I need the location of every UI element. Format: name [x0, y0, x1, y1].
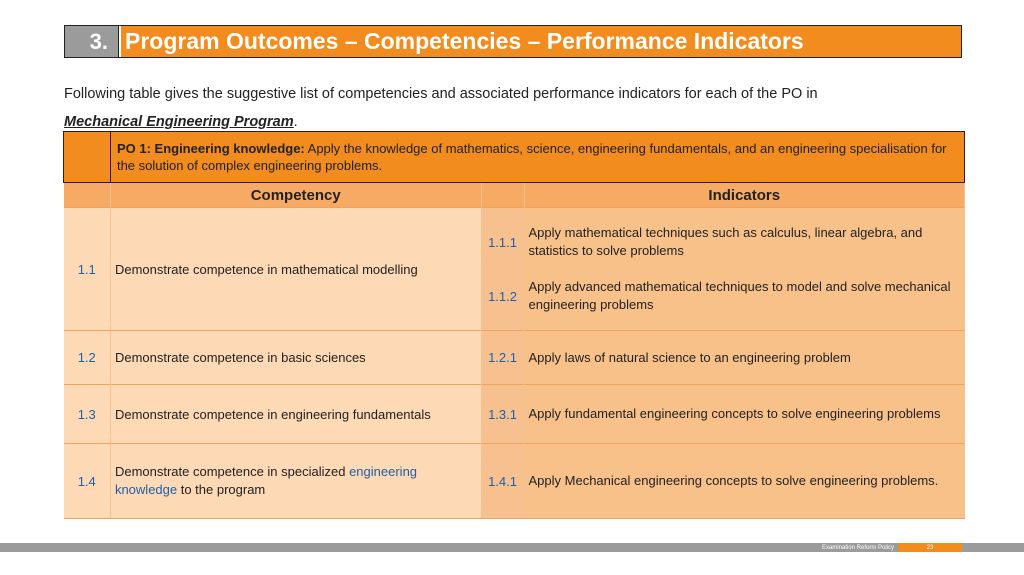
- section-title-bar: 3. Program Outcomes – Competencies – Per…: [64, 25, 962, 58]
- competency-text: Demonstrate competence in engineering fu…: [110, 384, 482, 444]
- po-table: PO 1: Engineering knowledge: Apply the k…: [63, 131, 966, 519]
- po-description: PO 1: Engineering knowledge: Apply the k…: [109, 131, 966, 183]
- footer-bar: [0, 543, 1024, 552]
- section-number: 3.: [65, 26, 119, 57]
- section-title: Program Outcomes – Competencies – Perfor…: [121, 26, 961, 57]
- competency-text: Demonstrate competence in mathematical m…: [110, 207, 482, 331]
- competency-header: Competency: [110, 182, 482, 208]
- table-row: 1.2 Demonstrate competence in basic scie…: [63, 330, 966, 385]
- indicator-code: 1.3.1: [481, 384, 525, 444]
- competency-text-a: Demonstrate competence in specialized: [114, 464, 350, 479]
- indicator-text: Apply fundamental engineering concepts t…: [524, 384, 966, 444]
- indicator-code: 1.4.1: [481, 443, 525, 519]
- competency-text-c: to the program: [177, 482, 266, 497]
- indicator-text: Apply laws of natural science to an engi…: [524, 330, 966, 385]
- indicators-header: Indicators: [524, 182, 966, 208]
- indicator-text-cell: Apply mathematical techniques such as ca…: [524, 207, 966, 331]
- column-header-row: Competency Indicators: [63, 182, 966, 208]
- po-label: PO 1: Engineering knowledge:: [116, 141, 305, 156]
- indicator-code: 1.1.1: [488, 234, 517, 250]
- indicator-text: Apply Mechanical engineering concepts to…: [524, 443, 966, 519]
- code-header-spacer: [481, 182, 525, 208]
- competency-number: 1.3: [63, 384, 111, 444]
- competency-number: 1.2: [63, 330, 111, 385]
- po-text: Apply the knowledge of mathematics, scie…: [116, 141, 947, 173]
- indicator-code-cell: 1.1.1 1.1.2: [481, 207, 525, 331]
- table-row: 1.3 Demonstrate competence in engineerin…: [63, 384, 966, 444]
- competency-highlight: engineering knowledge: [114, 464, 418, 497]
- table-row: 1.4 Demonstrate competence in specialize…: [63, 443, 966, 519]
- po-header-row: PO 1: Engineering knowledge: Apply the k…: [63, 131, 966, 183]
- competency-text: Demonstrate competence in specialized en…: [110, 443, 482, 519]
- po-spacer-cell: [63, 131, 111, 183]
- competency-number: 1.1: [63, 207, 111, 331]
- header-spacer: [63, 182, 111, 208]
- page-number: 23: [898, 543, 962, 552]
- table-row: 1.1 Demonstrate competence in mathematic…: [63, 207, 966, 331]
- indicator-text: Apply mathematical techniques such as ca…: [528, 225, 923, 258]
- indicator-code: 1.1.2: [488, 288, 517, 304]
- footer-label: Examination Reform Policy: [821, 544, 894, 551]
- intro-paragraph: Following table gives the suggestive lis…: [64, 80, 964, 136]
- indicator-code: 1.2.1: [481, 330, 525, 385]
- program-name: Mechanical Engineering Program: [64, 114, 294, 130]
- intro-sentence: Following table gives the suggestive lis…: [64, 86, 818, 102]
- intro-period: .: [293, 114, 298, 130]
- competency-number: 1.4: [63, 443, 111, 519]
- competency-text: Demonstrate competence in basic sciences: [110, 330, 482, 385]
- indicator-text: Apply advanced mathematical techniques t…: [528, 279, 951, 312]
